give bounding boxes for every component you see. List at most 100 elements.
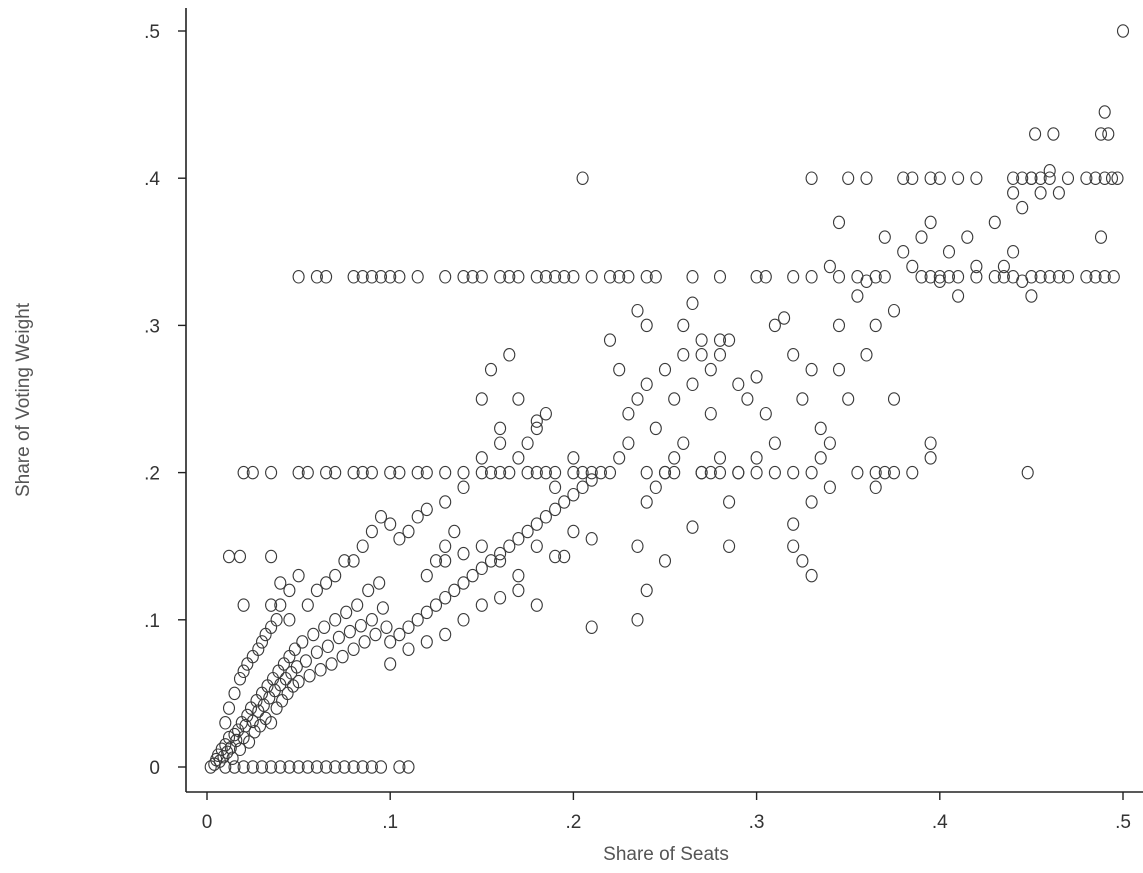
data-point [787,348,800,362]
data-point [713,270,727,284]
data-point [1094,230,1108,244]
data-point [310,270,323,284]
data-point [713,348,727,362]
data-point [823,259,836,274]
data-point [530,598,543,612]
y-tick-label: .4 [144,169,160,190]
data-point [369,627,382,642]
data-point [613,451,626,465]
data-point [420,605,433,620]
data-point [723,539,736,553]
data-point [622,436,635,450]
y-tick-label: .3 [144,316,160,337]
data-point [439,627,452,642]
data-point [759,406,772,421]
data-point [475,465,488,480]
data-point [796,554,809,568]
data-point [376,601,389,615]
data-point [475,270,488,284]
data-point [732,377,745,392]
data-point [567,524,580,539]
data-point [741,392,754,406]
data-point [1098,105,1111,119]
data-point [270,701,283,715]
data-point [713,465,727,480]
data-point [933,171,946,185]
data-point [805,270,818,284]
data-point [494,554,507,568]
data-point [320,465,333,480]
data-point [851,289,864,303]
data-point [750,451,763,465]
data-point [235,716,248,730]
data-point [814,451,827,465]
data-point [373,576,386,590]
data-point [521,524,534,539]
data-point [237,760,250,774]
data-point [887,303,901,318]
data-point [851,465,864,480]
data-point [243,735,256,749]
data-point [832,270,846,284]
data-point [365,613,378,627]
data-point [380,620,393,634]
data-point [814,421,827,436]
data-point [778,311,791,325]
data-point [439,465,452,480]
data-point [402,620,415,634]
data-point [906,171,919,185]
data-point [283,613,296,627]
data-point [842,392,855,406]
data-point [347,270,360,284]
data-point [420,568,433,583]
data-point [1098,270,1111,284]
data-point [842,171,855,185]
data-point [365,760,378,774]
data-point [530,517,543,531]
data-point [1025,171,1038,185]
data-point [603,333,617,347]
data-point [325,657,338,671]
data-point [942,270,956,284]
data-point [887,465,901,480]
data-point [640,465,653,480]
data-point [631,303,644,318]
data-point [237,598,250,612]
data-point [384,270,397,284]
data-point [301,598,314,612]
data-point [1016,200,1029,215]
data-point [640,495,653,509]
data-point [503,348,516,362]
data-point [310,760,323,774]
data-point [869,480,882,495]
data-point [750,370,763,384]
data-point [1089,171,1102,185]
data-point [860,171,873,185]
data-point [310,645,323,659]
data-point [503,539,516,553]
data-point [356,270,369,284]
data-point [393,465,406,480]
data-point [246,714,259,729]
data-point [301,465,314,480]
data-point [475,539,488,553]
data-point [640,270,653,284]
data-point [320,760,333,774]
data-point [878,465,891,480]
data-point [283,649,296,664]
data-point [603,270,617,284]
data-point [265,760,278,774]
data-point [457,613,470,627]
data-point [439,590,452,605]
data-point [439,554,452,568]
data-point [393,270,406,284]
data-point [768,318,781,333]
data-point [270,613,283,627]
data-point [228,760,241,774]
data-point [457,270,470,284]
data-point [332,630,345,645]
data-point [303,668,316,683]
data-point [832,362,846,377]
data-point [658,554,672,568]
